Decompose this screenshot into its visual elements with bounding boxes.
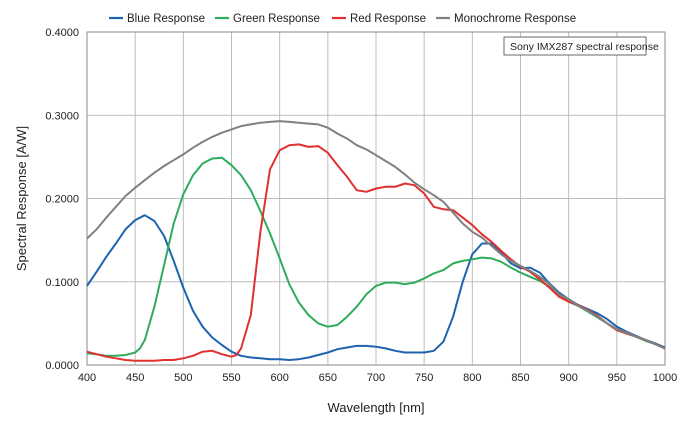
x-tick-label: 400 (78, 372, 96, 384)
y-tick-label: 0.1000 (45, 277, 79, 289)
plot-area (86, 31, 666, 366)
y-axis-title: Spectral Response [A/W] (14, 126, 29, 271)
y-axis-ticks: 0.0000 0.1000 0.2000 0.3000 0.4000 (45, 27, 79, 372)
x-axis-ticks: 400 450 500 550 600 650 700 750 800 850 900 950 1000 (78, 372, 677, 384)
x-axis-title: Wavelength [nm] (327, 400, 424, 415)
legend-label-blue-response: Blue Response (127, 13, 205, 25)
x-tick-label: 800 (463, 372, 481, 384)
grid (86, 31, 666, 366)
annotation-frame (503, 36, 647, 56)
y-tick-label: 0.3000 (45, 110, 79, 122)
y-tick-label: 0.0000 (45, 360, 79, 372)
series-layer (86, 120, 666, 362)
x-tick-label: 550 (222, 372, 240, 384)
legend-label-red-response: Red Response (350, 13, 426, 25)
y-tick-label: 0.2000 (45, 194, 79, 206)
annotation-box: Sony IMX287 spectral response (503, 36, 659, 56)
legend-label-monochrome-response: Monochrome Response (454, 13, 576, 25)
x-tick-label: 450 (126, 372, 144, 384)
x-tick-label: 850 (511, 372, 529, 384)
x-tick-label: 700 (367, 372, 385, 384)
series-line-red-response (86, 143, 666, 362)
legend-label-green-response: Green Response (233, 13, 320, 25)
series-line-monochrome-response (86, 120, 666, 350)
x-tick-label: 600 (270, 372, 288, 384)
x-tick-label: 500 (174, 372, 192, 384)
y-tick-label: 0.4000 (45, 27, 79, 39)
x-tick-label: 750 (415, 372, 433, 384)
x-tick-label: 1000 (653, 372, 677, 384)
x-tick-label: 950 (608, 372, 626, 384)
legend: Blue Response Green Response Red Response M… (109, 13, 576, 25)
x-tick-label: 650 (319, 372, 337, 384)
x-tick-label: 900 (559, 372, 577, 384)
annotation-text: Sony IMX287 spectral response (510, 41, 659, 53)
